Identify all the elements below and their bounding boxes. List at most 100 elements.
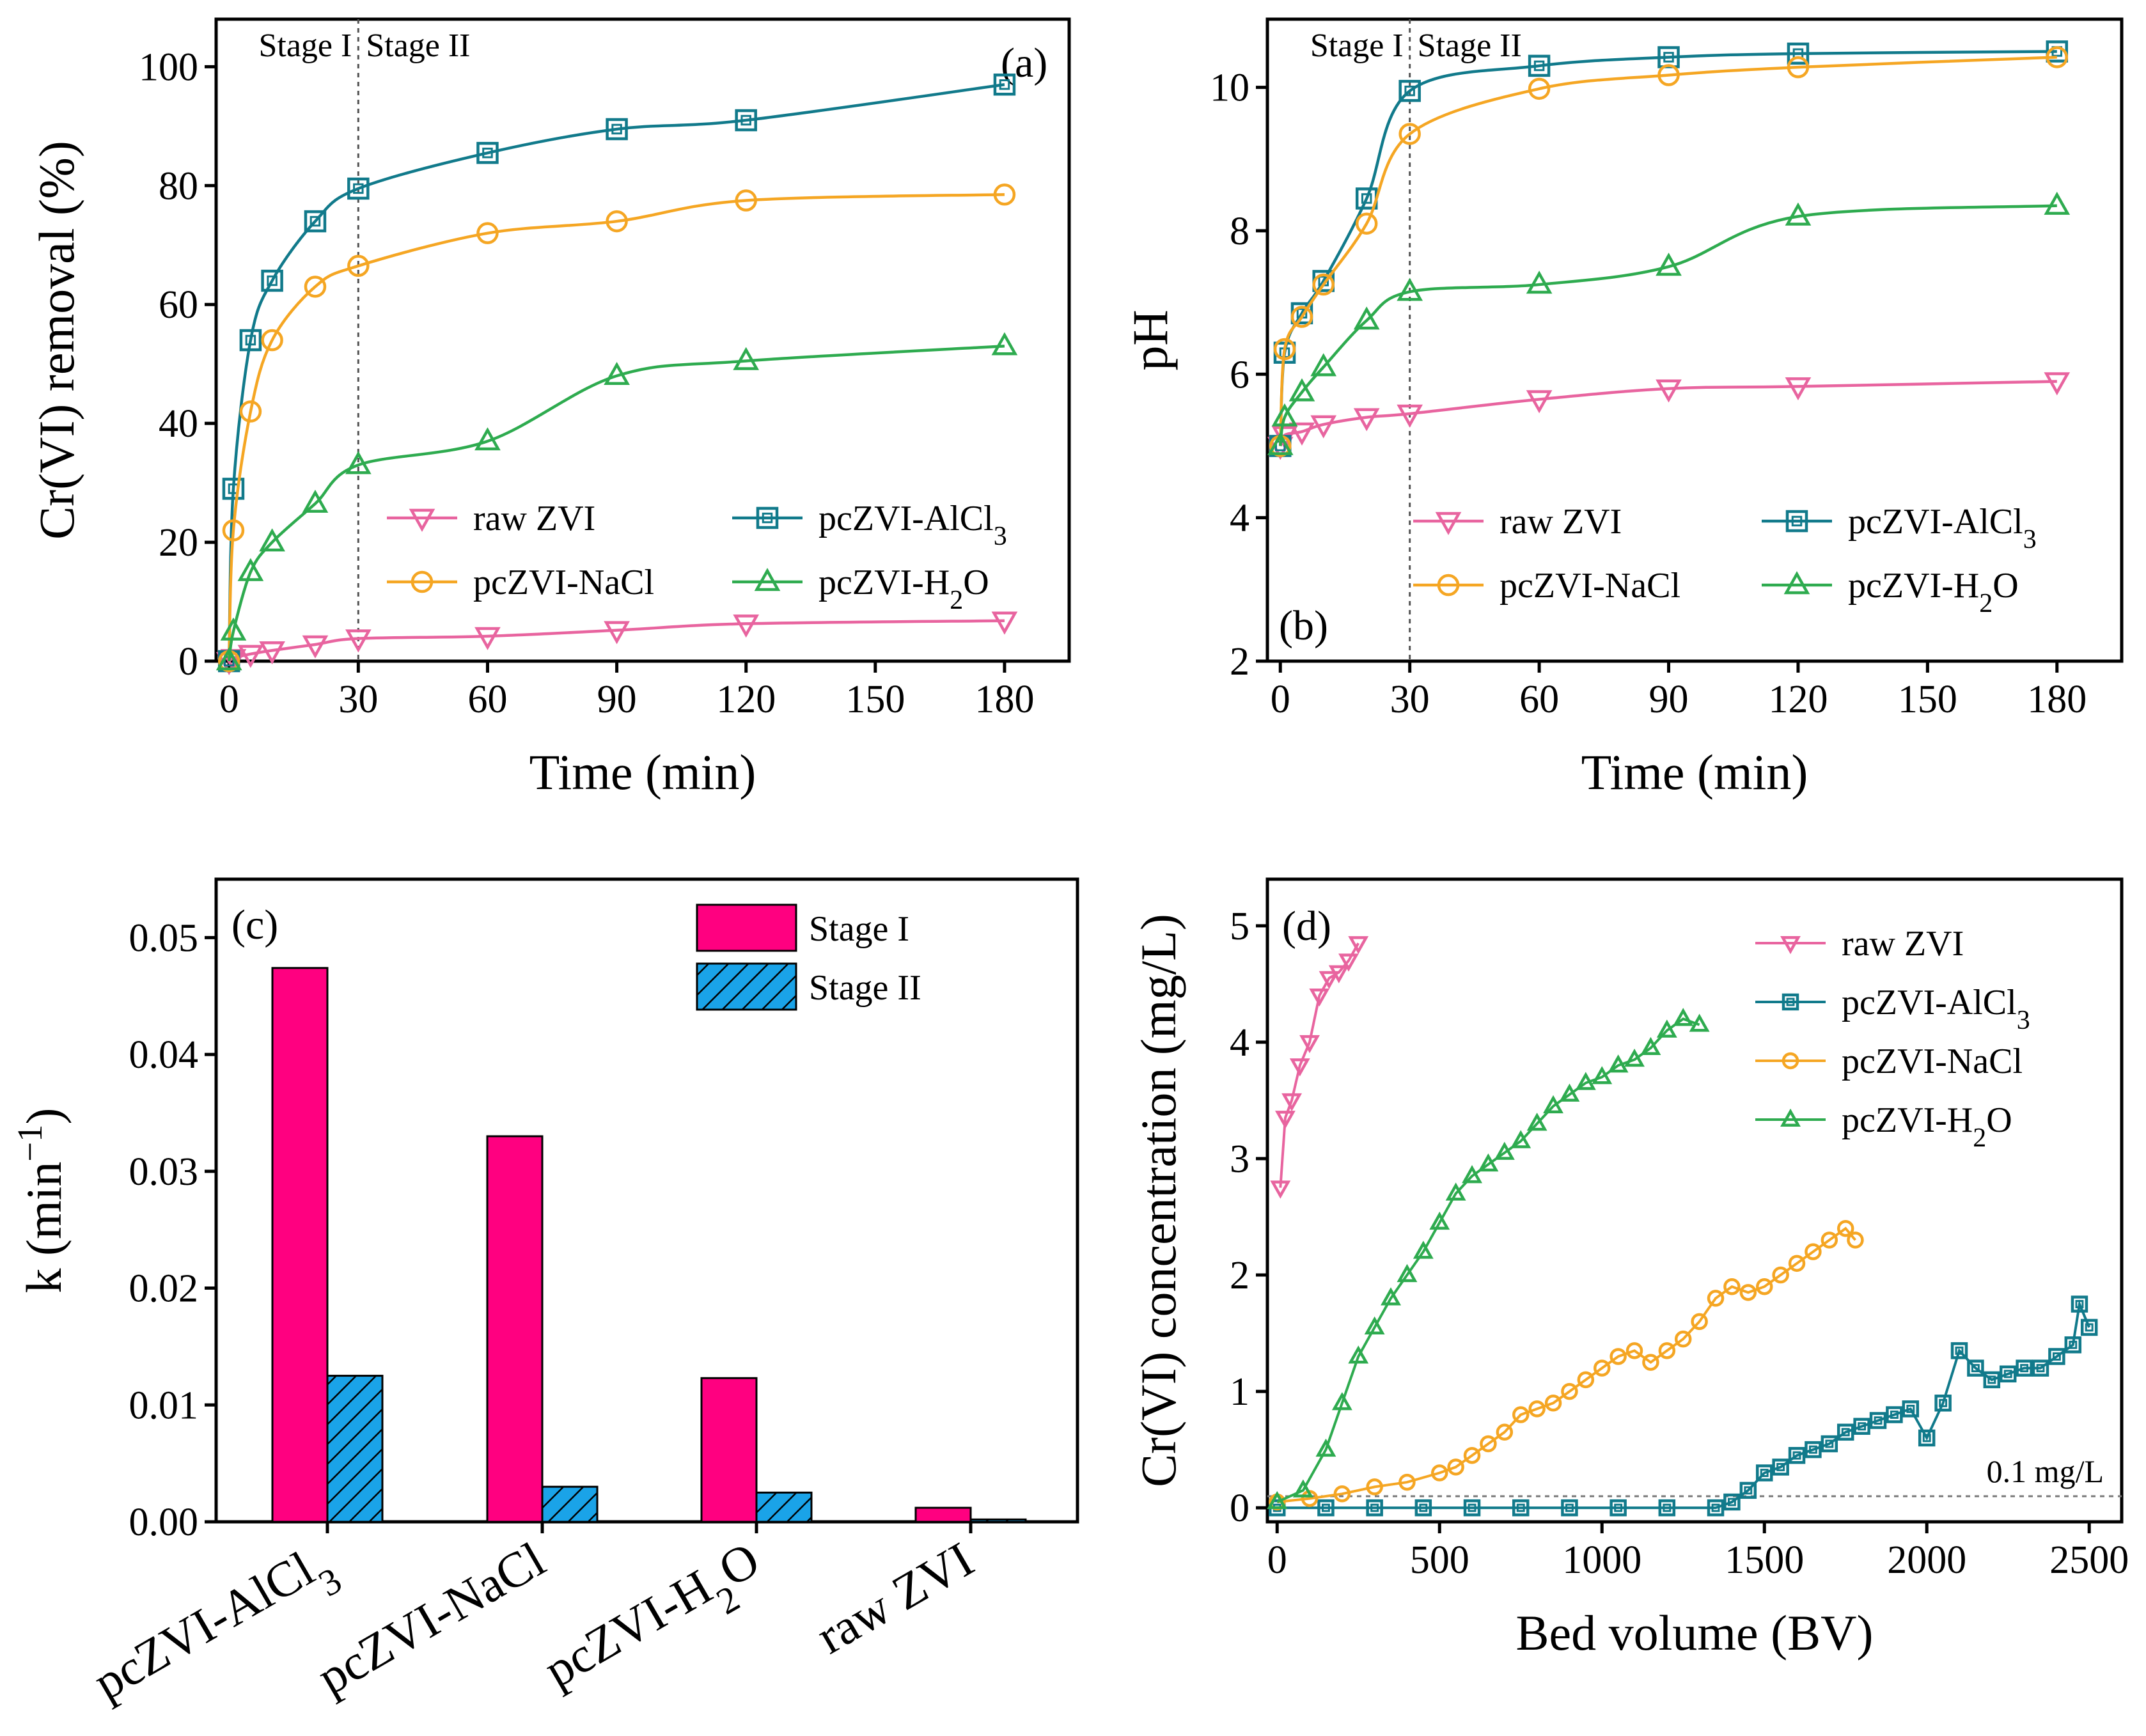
panel-d-legend-marker	[1780, 1108, 1801, 1127]
panel-c: 0.000.010.020.030.040.05pcZVI-AlCl3pcZVI…	[10, 877, 1079, 1710]
panel-d-data-point	[1526, 1113, 1547, 1131]
panel-c-bar	[541, 1485, 599, 1523]
panel-d-data-point	[1847, 1232, 1864, 1249]
panel-a-series-line	[228, 619, 1005, 662]
panel-d-data-point	[1543, 1095, 1563, 1114]
panel-a-legend-label: pcZVI-AlCl3	[818, 499, 1007, 551]
panel-b-data-point	[1787, 56, 1810, 79]
panel-d-xtick-label: 1000	[1562, 1538, 1641, 1582]
panel-c-ytick-label: 0.05	[129, 916, 199, 960]
panel-b-xtick-label: 120	[1768, 678, 1828, 721]
panel-d-data-point	[1397, 1263, 1418, 1283]
panel-b-xtick-label: 90	[1649, 678, 1689, 721]
panel-b-data-point	[1398, 79, 1421, 102]
panel-b-data-point	[2046, 46, 2069, 68]
panel-d-tag: (d)	[1282, 903, 1331, 950]
panel-c-bar	[914, 1506, 972, 1523]
panel-b-xtick-label: 60	[1519, 678, 1559, 721]
panel-a-data-point	[347, 177, 370, 200]
panel-d-data-point	[1559, 1083, 1580, 1102]
panel-d-data-point	[1575, 1072, 1596, 1090]
panel-d-data-point	[1274, 1111, 1296, 1129]
panel-b-data-point	[1657, 64, 1680, 86]
panel-d-legend-marker	[1782, 993, 1799, 1011]
panel-d-data-point	[1689, 1013, 1710, 1032]
panel-b-data-point	[1397, 404, 1423, 428]
panel-d-data-point	[2064, 1336, 2082, 1354]
panel-a-data-point	[604, 361, 630, 386]
panel-a-data-point	[735, 109, 757, 132]
panel-d-data-point	[1610, 1348, 1627, 1365]
panel-d-data-point	[1281, 1093, 1303, 1112]
panel-d-data-point	[1593, 1359, 1611, 1377]
panel-b-data-point	[1353, 408, 1380, 432]
panel-d-data-point	[1338, 953, 1359, 972]
panel-a-data-point	[302, 489, 329, 513]
panel-d-legend-label: raw ZVI	[1842, 924, 1964, 964]
panel-a-legend-marker	[411, 570, 434, 593]
panel-d-data-point	[1853, 1418, 1870, 1435]
panel-d-data-point	[1772, 1266, 1789, 1284]
panel-d-data-point	[1608, 1054, 1629, 1073]
panel-c-ylabel: k (min−1)	[10, 1108, 72, 1294]
panel-d-data-point	[1366, 1478, 1383, 1496]
panel-a-stage2-label: Stage II	[366, 27, 470, 64]
panel-d-data-point	[1610, 1499, 1627, 1517]
panel-d-data-point	[1414, 1499, 1432, 1517]
panel-d-data-point	[1463, 1499, 1481, 1517]
panel-a-xtick-label: 120	[716, 678, 776, 721]
panel-d-data-point	[1642, 1354, 1659, 1371]
panel-a-xtick-label: 60	[467, 678, 507, 721]
panel-b-stage2-label: Stage II	[1418, 27, 1522, 64]
panel-d-data-point	[1348, 1345, 1369, 1364]
panel-d-xtick-label: 500	[1410, 1538, 1469, 1582]
panel-d-data-point	[1315, 1438, 1336, 1457]
panel-b-data-point	[1528, 54, 1551, 77]
panel-d-series-line	[1279, 942, 1359, 1188]
panel-a-legend-marker	[754, 568, 781, 591]
panel-d-legend-marker	[1782, 1052, 1799, 1070]
panel-a-data-point	[993, 74, 1016, 96]
panel-d-data-point	[1512, 1499, 1530, 1517]
panel-d-data-point	[1429, 1211, 1450, 1230]
panel-a-data-point	[991, 332, 1018, 356]
panel-b-data-point	[1288, 422, 1315, 446]
panel-a-legend-label: pcZVI-H2O	[818, 563, 989, 615]
panel-d-data-point	[2048, 1348, 2065, 1365]
panel-d-data-point	[1496, 1423, 1514, 1441]
panel-d-data-point	[1707, 1499, 1725, 1517]
panel-a-data-point	[991, 611, 1018, 635]
panel-c-ytick-label: 0.04	[129, 1033, 199, 1077]
panel-a-ytick-label: 40	[159, 402, 198, 446]
panel-d-series-line	[1277, 1299, 2091, 1510]
panel-d-data-point	[1983, 1371, 2001, 1389]
panel-b-legend-marker	[1785, 510, 1808, 533]
panel-a-data-point	[215, 647, 242, 671]
panel-a-ytick-label: 20	[159, 521, 198, 565]
panel-a-series-line	[227, 345, 1005, 662]
panel-c-category-label: raw ZVI	[807, 1531, 982, 1664]
panel-d-data-point	[1577, 1371, 1595, 1389]
panel-d-legend-label: pcZVI-NaCl	[1842, 1042, 2023, 1081]
panel-a-ylabel: Cr(VI) removal (%)	[29, 141, 84, 540]
panel-a-data-point	[261, 329, 283, 352]
panel-d-data-point	[1366, 1499, 1383, 1517]
panel-d-xtick-label: 1500	[1725, 1538, 1804, 1582]
panel-b-ytick-label: 8	[1230, 210, 1249, 253]
panel-d-data-point	[1528, 1400, 1546, 1418]
panel-a-data-point	[476, 141, 499, 164]
panel-a-tag: (a)	[1001, 40, 1047, 86]
panel-b-series-line	[1278, 56, 2057, 446]
panel-d-data-point	[1319, 971, 1340, 989]
panel-d-data-point	[1658, 1499, 1676, 1517]
panel-b-legend-label: pcZVI-H2O	[1848, 566, 2019, 618]
panel-d-data-point	[1480, 1435, 1497, 1453]
panel-d-data-point	[1510, 1130, 1531, 1148]
panel-d-data-point	[1462, 1165, 1482, 1184]
panel-a-series-line	[227, 192, 1005, 662]
panel-d-data-point	[1673, 1008, 1694, 1026]
panel-a-data-point	[237, 558, 264, 581]
panel-d-ytick-label: 4	[1230, 1021, 1249, 1065]
panel-a-xlabel: Time (min)	[529, 744, 756, 800]
